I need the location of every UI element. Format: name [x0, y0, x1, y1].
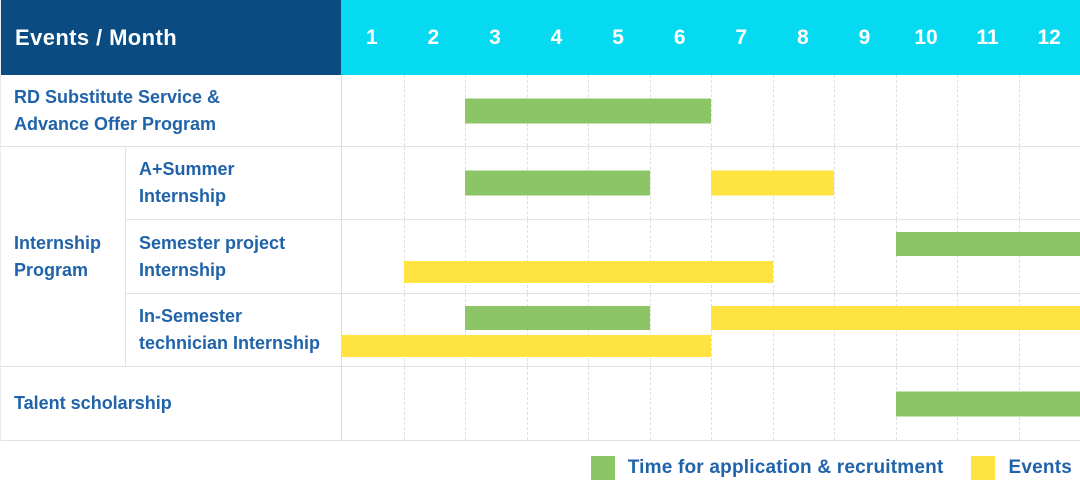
label-line: Talent scholarship: [14, 393, 172, 413]
month-label-5: 5: [612, 25, 624, 49]
row-label-semester-project-internship: Semester project Internship: [125, 220, 341, 294]
month-label-9: 9: [858, 25, 871, 49]
application-color-swatch: [590, 455, 615, 480]
month-gridline: [834, 294, 835, 366]
gantt-bar-events-a-plus-summer-internship: [711, 170, 834, 196]
month-gridline: [772, 294, 774, 366]
events-color-swatch: [971, 455, 996, 480]
month-gridline: [711, 220, 712, 293]
gantt-bar-application-a-plus-summer-internship: [465, 170, 650, 196]
row-label-talent-scholarship: Talent scholarship: [1, 367, 341, 441]
month-gridline: [465, 220, 466, 293]
label-line: technician Internship: [139, 333, 321, 353]
month-gridline: [772, 75, 774, 146]
month-label-2: 2: [427, 25, 440, 49]
row-label-rd-substitute-service: RD Substitute Service & Advance Offer Pro…: [1, 75, 341, 147]
month-gridline: [649, 220, 651, 293]
chart-row-in-semester-technician-internship: [341, 294, 1080, 367]
month-gridline: [957, 75, 958, 146]
month-gridline: [403, 147, 405, 219]
header-month-row: 1 2 3 4 5 6 7 8 9 10 11 12: [341, 0, 1080, 75]
label-line: Internship: [139, 259, 227, 280]
month-gridline: [649, 367, 651, 440]
gantt-bar-application-in-semester-technician-internship: [465, 306, 650, 330]
month-gridline: [711, 367, 712, 440]
month-gridline: [526, 220, 528, 293]
month-label-4: 4: [550, 25, 563, 49]
month-label-8: 8: [796, 25, 809, 49]
legend-item-application: Time for application & recruitment: [590, 455, 944, 480]
label-line: Semester project: [139, 232, 286, 253]
month-label-3: 3: [489, 25, 501, 49]
month-label-1: 1: [365, 25, 378, 49]
month-gridline: [1018, 75, 1020, 146]
month-gridline: [403, 367, 405, 440]
group-label-internship: Internship Program: [1, 147, 125, 367]
month-gridline: [403, 220, 405, 293]
month-gridline: [588, 367, 589, 440]
legend-item-events: Events: [971, 455, 1072, 480]
label-line: Internship: [139, 186, 227, 206]
label-line: Advance Offer Program: [14, 113, 217, 134]
month-gridline: [895, 294, 897, 366]
month-gridline: [1018, 147, 1020, 219]
month-gridline: [588, 294, 589, 366]
month-gridline: [403, 75, 405, 146]
gantt-table: Events / Month 1 2 3 4 5 6 7 8 9 10 11 12 RD Substi…: [0, 0, 1080, 441]
label-line: RD Substitute Service &: [14, 86, 221, 107]
month-gridline: [957, 147, 958, 219]
month-gridline: [895, 220, 897, 293]
month-label-10: 10: [914, 25, 938, 49]
month-gridline: [526, 367, 528, 440]
legend-label-events: Events: [1008, 456, 1072, 478]
legend: Time for application & recruitment Event…: [0, 441, 1080, 494]
month-gridline: [711, 294, 712, 366]
label-line: Program: [14, 259, 89, 280]
month-gridline: [895, 147, 897, 219]
chart-row-a-plus-summer-internship: [341, 147, 1080, 220]
label-line: In-Semester: [139, 306, 243, 326]
month-gridline: [526, 294, 528, 366]
header-events-month: Events / Month: [1, 0, 341, 75]
month-gridline: [649, 147, 651, 219]
month-gridline: [465, 367, 466, 440]
month-gridline: [403, 294, 405, 366]
gantt-bar-application-rd-substitute-service: [465, 98, 711, 123]
month-gridline: [711, 75, 712, 146]
month-gridline: [834, 367, 835, 440]
month-gridline: [834, 147, 835, 219]
label-line: A+Summer: [139, 159, 235, 179]
month-gridline: [957, 294, 958, 366]
month-label-6: 6: [673, 25, 686, 49]
month-gridline: [1018, 294, 1020, 366]
gantt-bar-events-in-semester-technician-internship: [342, 335, 711, 357]
month-gridline: [834, 75, 835, 146]
month-gridline: [834, 220, 835, 293]
month-gridline: [649, 294, 651, 366]
row-label-a-plus-summer-internship: A+Summer Internship: [125, 147, 341, 220]
month-gridline: [772, 367, 774, 440]
month-gridline: [465, 294, 466, 366]
chart-row-talent-scholarship: [341, 367, 1080, 441]
month-gridline: [588, 220, 589, 293]
chart-row-semester-project-internship: [341, 220, 1080, 294]
gantt-bar-events-semester-project-internship: [403, 261, 773, 283]
month-gridline: [1018, 220, 1020, 293]
gantt-bar-events-in-semester-technician-internship: [711, 306, 1080, 330]
month-gridline: [772, 220, 774, 293]
row-label-in-semester-technician-internship: In-Semester technician Internship: [125, 294, 341, 367]
month-gridline: [895, 75, 897, 146]
label-line: Internship: [14, 232, 102, 253]
gantt-bar-application-talent-scholarship: [895, 391, 1080, 416]
chart-row-rd-substitute-service: [341, 75, 1080, 147]
month-label-11: 11: [976, 25, 999, 49]
month-label-12: 12: [1037, 25, 1061, 49]
legend-label-application: Time for application & recruitment: [627, 456, 944, 478]
month-gridline: [957, 220, 958, 293]
month-label-7: 7: [735, 25, 748, 49]
gantt-bar-application-semester-project-internship: [895, 232, 1080, 256]
